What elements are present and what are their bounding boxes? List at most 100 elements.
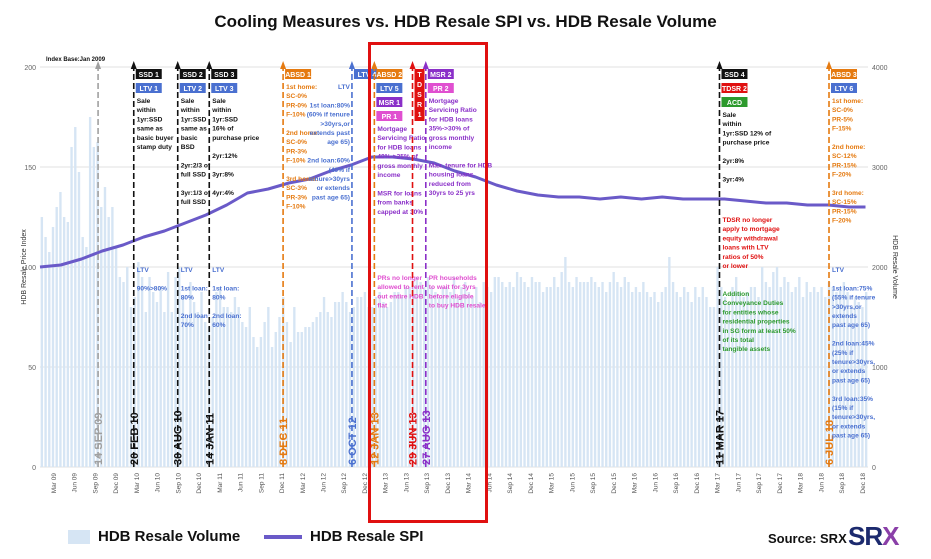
event-box-label: LTV 2 [183, 86, 202, 93]
event-note-line: past age 65) [832, 433, 870, 440]
volume-bar [363, 292, 367, 467]
event-note-line: tenure>30yrs [309, 176, 351, 183]
volume-bar [241, 322, 244, 467]
event-note-line: income [377, 172, 400, 179]
volume-bar [723, 297, 727, 467]
event-note-line: Sale [722, 112, 736, 119]
x-tick-label: Dec 12 [362, 473, 369, 494]
event-note-line: PR-0% [286, 102, 307, 109]
event-note-line: PR-15% [832, 208, 857, 215]
volume-bar [207, 327, 211, 467]
volume-bar [441, 287, 445, 467]
left-axis-label: HDB Resale Price Index [21, 229, 28, 305]
volume-bar [393, 292, 396, 467]
event-note-line: (40% if [329, 167, 351, 174]
x-tick-label: Dec 15 [611, 473, 618, 494]
volume-bar [760, 267, 764, 467]
volume-bar [103, 187, 107, 467]
volume-bar [705, 297, 708, 467]
event-note-line: to buy HDB resale [429, 303, 486, 310]
volume-bar [786, 282, 790, 467]
event-box-label: ACD [727, 100, 742, 107]
volume-bar [215, 292, 218, 467]
volume-bar [204, 322, 207, 467]
volume-bar [44, 237, 47, 467]
x-tick-label: Jun 16 [652, 473, 659, 493]
event-arrow [206, 61, 213, 69]
volume-bar [738, 292, 742, 467]
volume-bar [319, 312, 322, 467]
event-note-line: PRs no longer [377, 275, 422, 282]
volume-bar [850, 307, 853, 467]
volume-bar [530, 277, 534, 467]
event-box [427, 69, 454, 79]
volume-bar [679, 297, 682, 467]
volume-bar [790, 292, 794, 467]
volume-bar [356, 297, 359, 467]
event-note-line: Mortgage [377, 126, 407, 133]
event-note-line: 90%>80% [137, 285, 167, 292]
volume-bar [686, 292, 690, 467]
legend-swatch-spi [264, 535, 302, 540]
volume-bar [114, 247, 118, 467]
event-box-label: 1 [418, 112, 422, 119]
volume-bar [111, 207, 114, 467]
event-date-label: 14 JAN 11 [204, 413, 216, 465]
event-box-label: LTV 1 [139, 86, 158, 93]
volume-bar [556, 287, 560, 467]
volume-bar [345, 302, 348, 467]
volume-bar [152, 292, 155, 467]
volume-bar [493, 277, 497, 467]
event-note-line: LTV [832, 267, 845, 274]
right-axis-label: HDB Resale Volume [891, 235, 898, 299]
volume-bar [385, 307, 389, 467]
event-note-line: flat [377, 303, 388, 310]
volume-bar [642, 282, 645, 467]
event-box-label: ABSD 3 [831, 72, 857, 79]
event-note-line: PR-3% [286, 148, 307, 155]
event-note-line: 3yr:8% [212, 172, 234, 179]
event-box-label: LTV 6 [835, 86, 854, 93]
event-note-line: extends past [310, 130, 351, 137]
volume-bar [174, 277, 177, 467]
event-note-line: apply to mortgage [722, 226, 779, 233]
volume-bar [148, 277, 151, 467]
event-note-line: before eligible [429, 293, 474, 300]
event-note-line: basic buyer [137, 135, 174, 142]
volume-bar [129, 307, 133, 467]
volume-bar [274, 332, 277, 467]
x-tick-label: Jun 14 [486, 473, 493, 493]
volume-bar [371, 307, 374, 467]
volume-bar [92, 147, 96, 467]
event-note-line: 2nd loan:45% [832, 341, 875, 348]
event-arrow [130, 61, 137, 69]
event-note-line: past age 65) [832, 377, 870, 384]
event-note-line: loans with LTV [722, 245, 769, 252]
event-note-line: out entire HDB [377, 293, 423, 300]
volume-bar [352, 307, 355, 467]
event-note-line: basic [181, 135, 198, 142]
event-note-line: 2nd loan:60% [307, 158, 350, 165]
event-date-label: 6 OCT 12 [347, 417, 359, 465]
event-arrow [422, 61, 429, 69]
volume-bar [482, 282, 485, 467]
event-date-label: 20 FEB 10 [129, 412, 141, 465]
event-note-line: full SSD [181, 172, 207, 179]
volume-bar [140, 277, 144, 467]
event-note-line: for entities whose [722, 309, 778, 316]
volume-bar [415, 277, 419, 467]
event-box-label: ABSD 1 [285, 72, 311, 79]
volume-bar [694, 287, 697, 467]
volume-bar [330, 317, 333, 467]
volume-bar [155, 302, 159, 467]
volume-bar [846, 292, 849, 467]
x-tick-label: Jun 17 [735, 473, 742, 493]
volume-bar [504, 287, 508, 467]
event-note-line: (55% if tenure [832, 295, 876, 302]
volume-bar [757, 297, 760, 467]
x-tick-label: Jun 09 [72, 473, 79, 493]
volume-bar [619, 287, 623, 467]
event-note-line: SC-0% [286, 139, 307, 146]
event-note-line: PR-15% [832, 162, 857, 169]
volume-bar [230, 312, 233, 467]
